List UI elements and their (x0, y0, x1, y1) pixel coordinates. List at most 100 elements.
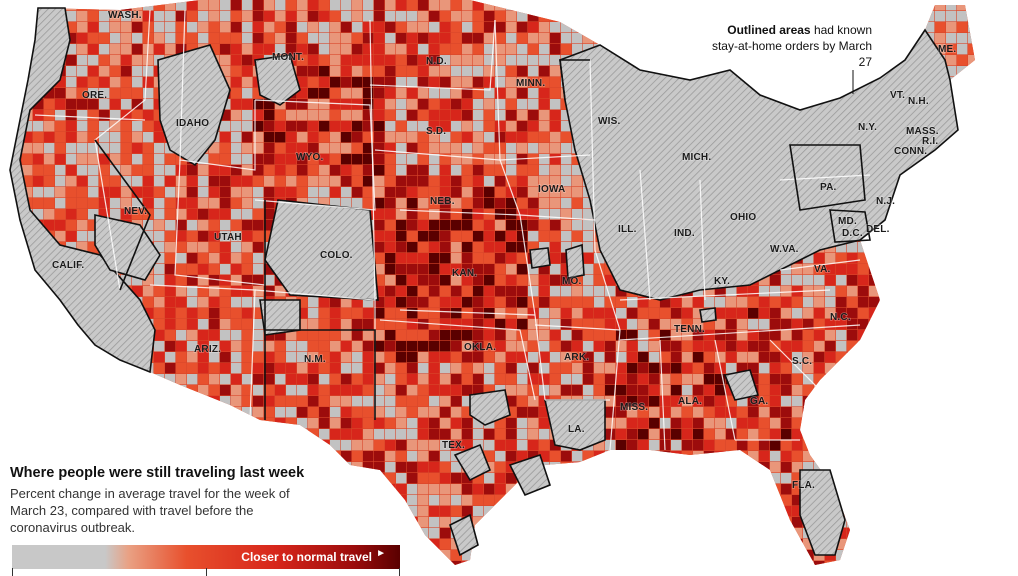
county-cell (506, 495, 517, 506)
county-cell (242, 451, 253, 462)
county-cell (10, 330, 11, 341)
county-cell (132, 121, 143, 132)
county-cell (209, 451, 220, 462)
county-cell (957, 517, 968, 528)
county-cell (10, 220, 11, 231)
county-cell (891, 528, 902, 539)
county-cell (990, 66, 1000, 76)
county-cell (891, 473, 902, 484)
county-cell (825, 572, 835, 576)
county-cell (176, 231, 187, 242)
county-cell (649, 462, 660, 473)
county-cell (979, 462, 989, 472)
county-cell (143, 374, 154, 385)
county-cell (44, 418, 55, 429)
county-cell (319, 363, 330, 374)
county-cell (451, 253, 462, 264)
county-cell (693, 572, 703, 576)
county-cell (770, 561, 781, 565)
county-cell (99, 429, 110, 440)
county-cell (132, 275, 143, 286)
county-cell (539, 88, 550, 99)
county-cell (1012, 44, 1018, 54)
county-cell (418, 209, 429, 220)
county-cell (110, 33, 121, 44)
county-cell (154, 198, 165, 209)
county-cell (231, 143, 242, 154)
county-cell (374, 121, 385, 132)
county-cell (22, 44, 33, 55)
county-cell (462, 341, 473, 352)
county-cell (1012, 77, 1018, 87)
county-cell (1012, 66, 1018, 76)
county-cell (110, 0, 121, 11)
county-cell (517, 572, 527, 576)
county-cell (385, 528, 396, 539)
county-cell (979, 374, 989, 384)
county-cell (847, 396, 858, 407)
county-cell (913, 495, 924, 506)
county-cell (407, 88, 418, 99)
county-cell (462, 66, 473, 77)
county-cell (869, 495, 880, 506)
county-cell (66, 220, 77, 231)
county-cell (968, 319, 975, 330)
county-cell (539, 506, 550, 517)
county-cell (748, 0, 759, 11)
county-cell (550, 33, 561, 44)
county-cell (891, 396, 902, 407)
county-cell (968, 462, 975, 473)
county-cell (231, 286, 242, 297)
county-cell (209, 572, 219, 576)
county-cell (297, 451, 308, 462)
county-cell (869, 11, 880, 22)
county-cell (22, 143, 33, 154)
county-cell (242, 88, 253, 99)
county-cell (330, 418, 341, 429)
county-cell (154, 121, 165, 132)
county-cell (495, 462, 506, 473)
county-cell (198, 11, 209, 22)
county-cell (605, 363, 616, 374)
county-cell (275, 407, 286, 418)
county-cell (495, 11, 506, 22)
county-cell (10, 66, 11, 77)
county-cell (231, 319, 242, 330)
county-cell (693, 352, 704, 363)
county-cell (957, 44, 968, 55)
county-cell (957, 319, 968, 330)
county-cell (264, 121, 275, 132)
county-cell (715, 286, 726, 297)
county-cell (704, 286, 715, 297)
county-cell (77, 352, 88, 363)
county-cell (517, 363, 528, 374)
county-cell (187, 253, 198, 264)
county-cell (473, 352, 484, 363)
county-cell (990, 506, 1000, 516)
county-cell (374, 308, 385, 319)
county-cell (968, 264, 975, 275)
county-cell (990, 22, 1000, 32)
county-cell (770, 88, 781, 99)
county-cell (583, 242, 594, 253)
county-cell (374, 55, 385, 66)
county-cell (957, 220, 968, 231)
county-cell (429, 462, 440, 473)
county-cell (869, 451, 880, 462)
county-cell (902, 286, 913, 297)
county-cell (352, 330, 363, 341)
county-cell (363, 572, 373, 576)
county-cell (550, 374, 561, 385)
county-cell (231, 352, 242, 363)
county-cell (187, 209, 198, 220)
county-cell (550, 506, 561, 517)
county-cell (847, 0, 858, 11)
county-cell (858, 440, 869, 451)
county-cell (924, 11, 935, 22)
county-cell (55, 187, 66, 198)
county-cell (484, 165, 495, 176)
county-cell (462, 209, 473, 220)
county-cell (308, 143, 319, 154)
county-cell (396, 517, 407, 528)
county-cell (363, 517, 374, 528)
